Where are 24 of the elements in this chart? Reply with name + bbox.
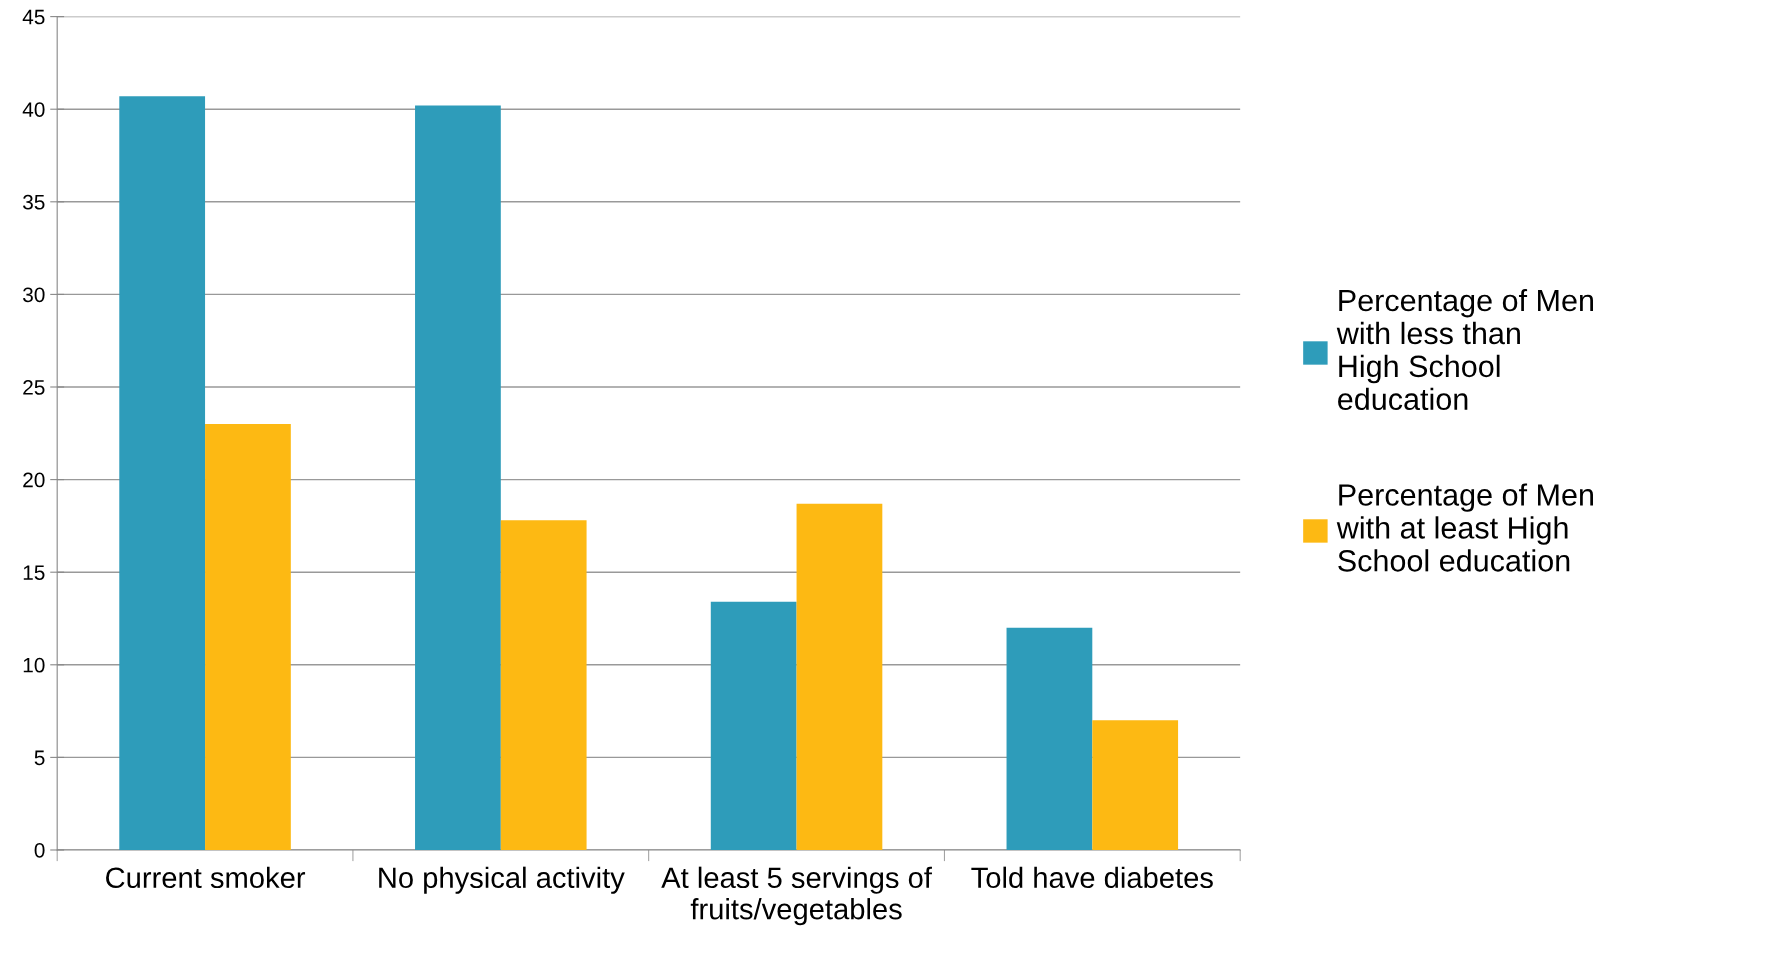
y-tick-label: 5 bbox=[34, 750, 45, 766]
x-tick-label: At least 5 servings of fruits/vegetables bbox=[661, 866, 932, 926]
x-tick-label: Current smoker bbox=[106, 866, 306, 889]
y-tick-label: 40 bbox=[22, 102, 45, 117]
bar bbox=[500, 520, 587, 850]
bar bbox=[1006, 627, 1093, 850]
bar bbox=[710, 601, 797, 850]
y-tick-label: 25 bbox=[23, 380, 45, 395]
bar bbox=[1092, 720, 1179, 850]
y-tick-label: 20 bbox=[23, 472, 45, 488]
legend-label: Percentage of Men with less than High School education bbox=[1336, 288, 1593, 411]
y-tick-label: 35 bbox=[23, 194, 45, 210]
y-tick-label: 10 bbox=[23, 657, 45, 673]
y-tick-label: 15 bbox=[23, 565, 45, 580]
y-tick-label: 30 bbox=[23, 287, 45, 303]
y-tick-label: 0 bbox=[34, 842, 45, 858]
bar bbox=[415, 105, 501, 850]
bar bbox=[796, 503, 883, 850]
bar bbox=[119, 96, 206, 850]
x-tick-label: No physical activity bbox=[379, 866, 625, 894]
legend-label: Percentage of Men with at least High School education bbox=[1336, 483, 1593, 572]
bar bbox=[205, 424, 291, 850]
x-tick-label: Told have diabetes bbox=[971, 866, 1213, 889]
y-tick-label: 45 bbox=[22, 9, 45, 25]
